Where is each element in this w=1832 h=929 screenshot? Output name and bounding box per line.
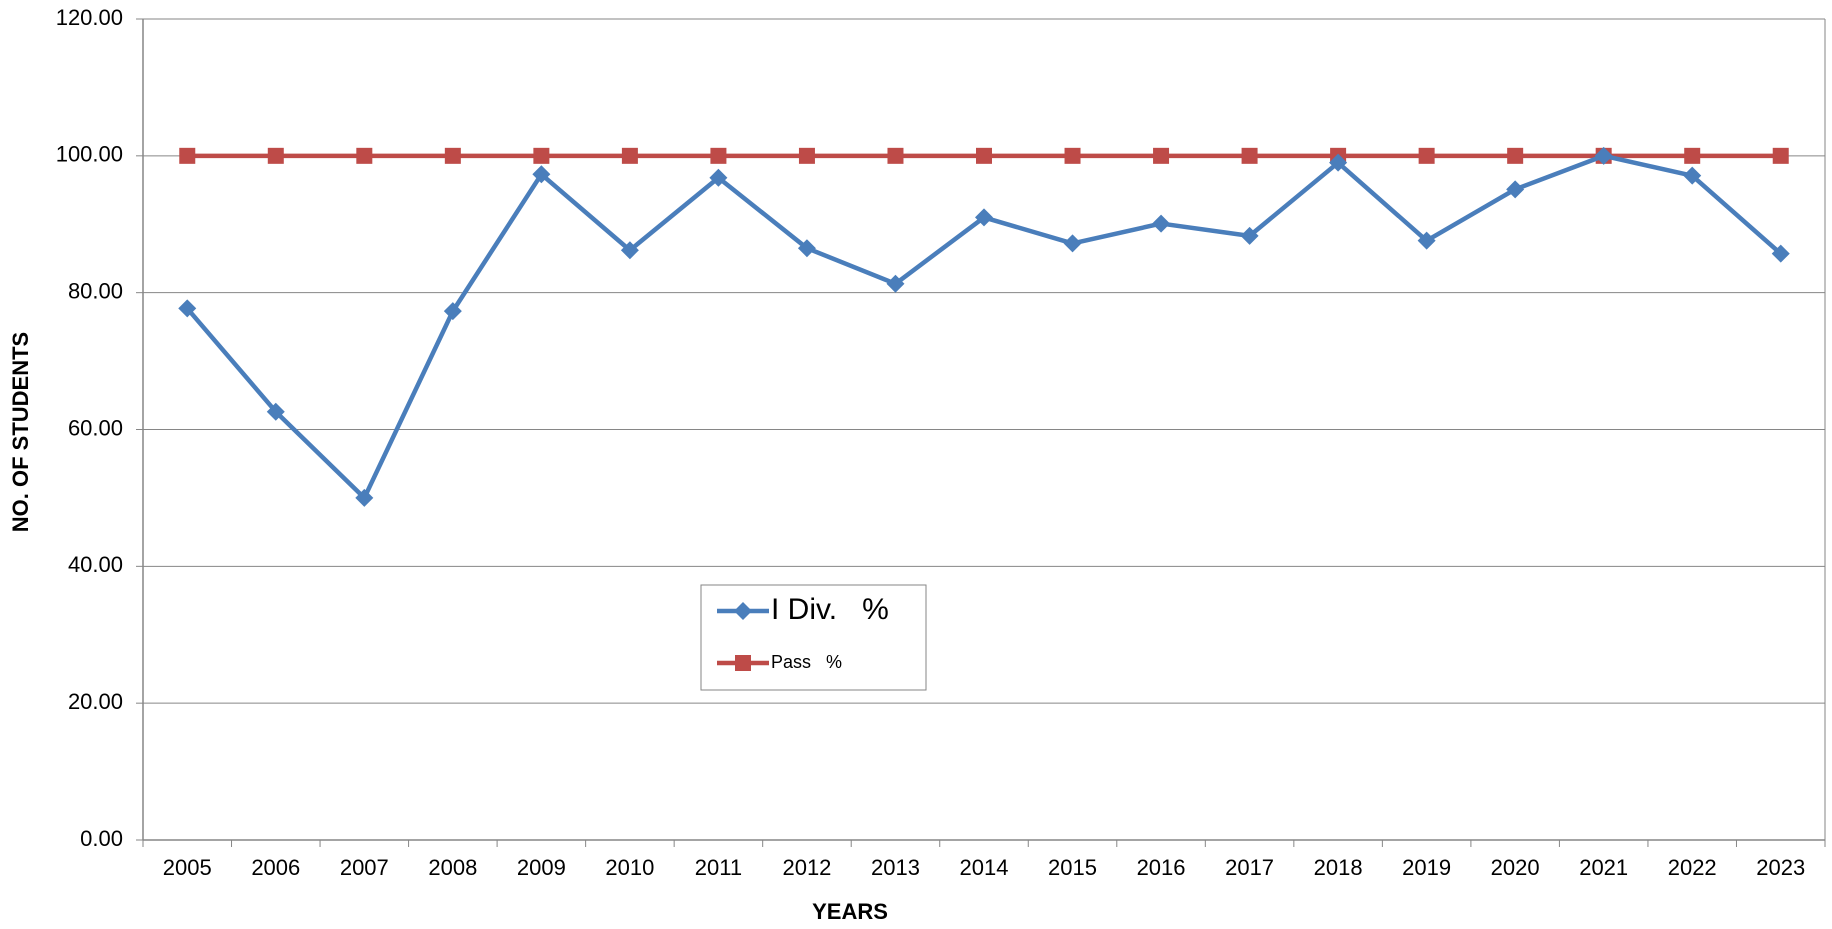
y-tick-label: 20.00 (68, 689, 123, 714)
data-point (1684, 147, 1701, 164)
data-point (798, 147, 815, 164)
x-tick-label: 2020 (1491, 855, 1540, 880)
x-tick-label: 2019 (1402, 855, 1451, 880)
data-point (620, 241, 639, 260)
data-point (356, 147, 373, 164)
data-point (1241, 147, 1258, 164)
x-axis-title: YEARS (812, 899, 888, 924)
x-tick-label: 2008 (428, 855, 477, 880)
data-point (1771, 244, 1790, 263)
y-tick-label: 60.00 (68, 415, 123, 440)
legend-label: I Div. % (771, 593, 889, 626)
x-tick-label: 2007 (340, 855, 389, 880)
x-tick-label: 2005 (163, 855, 212, 880)
data-point (887, 147, 904, 164)
data-point (533, 147, 550, 164)
data-point (1507, 147, 1524, 164)
data-point (1418, 147, 1435, 164)
x-tick-label: 2009 (517, 855, 566, 880)
data-point (886, 274, 905, 293)
data-point (1063, 234, 1082, 253)
x-tick-label: 2013 (871, 855, 920, 880)
legend: I Div. % Pass % (700, 584, 927, 691)
y-axis-title: NO. OF STUDENTS (8, 332, 33, 532)
y-tick-label: 0.00 (80, 826, 123, 851)
legend-label: Pass % (771, 652, 842, 672)
data-point (532, 165, 551, 184)
x-tick-label: 2010 (605, 855, 654, 880)
data-point (797, 239, 816, 258)
data-point (1152, 214, 1171, 233)
data-point (1683, 166, 1702, 185)
data-point (710, 147, 727, 164)
x-tick-label: 2006 (251, 855, 300, 880)
x-tick-label: 2023 (1756, 855, 1805, 880)
data-point (1329, 153, 1348, 172)
data-point (1417, 231, 1436, 250)
data-point (1772, 147, 1789, 164)
legend-box (700, 584, 927, 691)
data-point (178, 299, 197, 318)
x-tick-label: 2012 (782, 855, 831, 880)
x-tick-label: 2014 (960, 855, 1009, 880)
data-point (1506, 180, 1525, 199)
data-point (709, 168, 728, 187)
x-tick-label: 2015 (1048, 855, 1097, 880)
legend-marker (734, 602, 752, 620)
y-tick-label: 40.00 (68, 552, 123, 577)
x-tick-label: 2011 (695, 855, 742, 880)
y-tick-label: 80.00 (68, 278, 123, 303)
data-point (267, 147, 284, 164)
x-tick-label: 2018 (1314, 855, 1363, 880)
data-point (443, 302, 462, 321)
legend-marker (735, 655, 751, 671)
data-point (1594, 146, 1613, 165)
data-point (621, 147, 638, 164)
data-point (444, 147, 461, 164)
data-point (266, 402, 285, 421)
series-line (185, 153, 1783, 501)
x-tick-label: 2022 (1668, 855, 1717, 880)
data-point (179, 147, 196, 164)
data-point (1240, 226, 1259, 245)
x-tick-label: 2021 (1579, 855, 1628, 880)
x-tick-label: 2017 (1225, 855, 1274, 880)
data-point (355, 488, 374, 507)
data-point (1064, 147, 1081, 164)
data-point (975, 208, 993, 227)
y-tick-label: 120.00 (56, 5, 123, 30)
x-tick-label: 2016 (1137, 855, 1186, 880)
data-point (1153, 147, 1170, 164)
y-tick-label: 100.00 (56, 142, 123, 167)
data-point (976, 147, 992, 164)
